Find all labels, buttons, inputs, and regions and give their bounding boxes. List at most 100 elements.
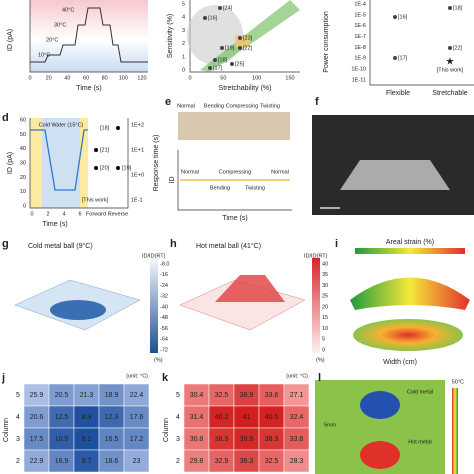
ref: [18] (100, 125, 110, 131)
tick-label: 5 (322, 337, 325, 343)
cell-value: 29.8 (190, 458, 204, 465)
scale-label: 1 cm (324, 199, 336, 205)
tick-label: -16 (160, 272, 168, 278)
axis-title: Time (s) (222, 215, 247, 222)
ref-point (203, 16, 207, 20)
axis-title: ID (169, 177, 176, 184)
ref-point (230, 62, 234, 66)
tick-label: -32 (160, 294, 168, 300)
panel-letter: e (165, 96, 171, 108)
row-label: 2 (16, 458, 20, 465)
ref: [19] (225, 45, 235, 51)
cell-value: 10.5 (55, 436, 69, 443)
tick-label: 1 (182, 54, 185, 60)
cell-value: 41 (243, 414, 251, 421)
row-label: 3 (176, 436, 180, 443)
ref-point (213, 58, 217, 62)
tick-label: 30 (20, 160, 26, 166)
tick-label: 1E-8 (354, 45, 366, 51)
tick-label: 20 (46, 75, 52, 81)
ref: [22] (243, 45, 253, 51)
state: Compressing (219, 169, 251, 175)
unit: (%) (154, 357, 163, 363)
tick-label: 50 (20, 132, 26, 138)
unit: (%) (316, 357, 325, 363)
colorbar-title: ID/ID(RT) (304, 253, 328, 259)
tick-label: 1E+0 (131, 172, 144, 178)
state: Twisting (245, 185, 265, 191)
cell-value: 33.6 (265, 392, 279, 399)
row-label: 4 (176, 414, 180, 421)
cell-value: 16.9 (55, 458, 69, 465)
ref: [24] (223, 5, 233, 11)
tick-label: 20 (20, 175, 26, 181)
tick-label: 2 (182, 41, 185, 47)
tick-label: 100 (252, 75, 261, 81)
row-label: 2 (176, 458, 180, 465)
cell-value: 23 (133, 458, 141, 465)
panel-title: Hot metal ball (41°C) (196, 242, 261, 250)
cell-value: 31.4 (190, 414, 204, 421)
level: 40°C (62, 7, 74, 13)
panel-title: Areal strain (%) (386, 239, 434, 246)
layout (14, 0, 474, 474)
ref: [17] (213, 65, 223, 71)
panel-letter: l (318, 372, 321, 384)
cell-value: 17.5 (30, 436, 44, 443)
ref: [16] (208, 15, 218, 21)
cell-value: 27.1 (290, 392, 304, 399)
ref-point (218, 6, 222, 10)
tick-label: 1E+2 (131, 122, 144, 128)
heat-cell (283, 449, 310, 473)
heat-cell (123, 449, 150, 473)
tick-label: 60 (20, 117, 26, 123)
cell-value: 8.2 (82, 436, 92, 443)
cell-value: 32.5 (215, 392, 229, 399)
cell-value: 32.4 (290, 414, 304, 421)
panel-letter: k (162, 372, 169, 384)
axis-title: Response time (s) (153, 135, 160, 192)
row-label: 4 (16, 414, 20, 421)
axis-title: Sensitivity (%) (167, 14, 174, 58)
cell-value: 40.5 (265, 414, 279, 421)
cell-value: 8.3 (82, 414, 92, 421)
annotation: Cold Water (15°C) (39, 122, 84, 128)
tick-label: 40 (322, 261, 328, 267)
state: Twisting (260, 103, 280, 109)
row-label: 3 (16, 436, 20, 443)
ref: [18] (453, 5, 463, 11)
cell-value: 22.9 (30, 458, 44, 465)
cell-value: 36.3 (240, 458, 254, 465)
tick-label: -8.0 (160, 261, 169, 267)
ref-point (393, 56, 397, 60)
level: 20°C (46, 37, 58, 43)
tick-label: 0 (182, 67, 185, 73)
cell-value: 20.6 (30, 414, 44, 421)
panel-letter: j (1, 372, 5, 384)
axis-title: ID (pA) (7, 152, 14, 174)
cell-value: 28.3 (290, 458, 304, 465)
axis-title: Width (cm) (383, 359, 417, 366)
cell-value: 39.9 (240, 436, 254, 443)
state: Bending (204, 103, 224, 109)
star: ★ (446, 57, 455, 68)
state: Compressing (226, 103, 258, 109)
cell-value: 32.9 (215, 458, 229, 465)
tick-label: 0 (30, 211, 33, 217)
ref-point (448, 46, 452, 50)
ref: [17] (398, 55, 408, 61)
state: Normal (177, 103, 195, 109)
cell-value: 38.3 (265, 436, 279, 443)
tick-label: 80 (102, 75, 108, 81)
tick-label: 1E-5 (354, 12, 366, 18)
ref: [21] (100, 147, 110, 153)
tick-label: 0 (23, 203, 26, 209)
tick-label: 10 (322, 326, 328, 332)
tick-label: 4 (62, 211, 65, 217)
tick-label: 25 (322, 294, 328, 300)
tick-label: 40 (20, 146, 26, 152)
panel-letter: f (315, 96, 319, 108)
colorbar-label: 50°C (452, 379, 464, 385)
label: Hot metal (408, 439, 432, 445)
tick-label: 3 (182, 28, 185, 34)
